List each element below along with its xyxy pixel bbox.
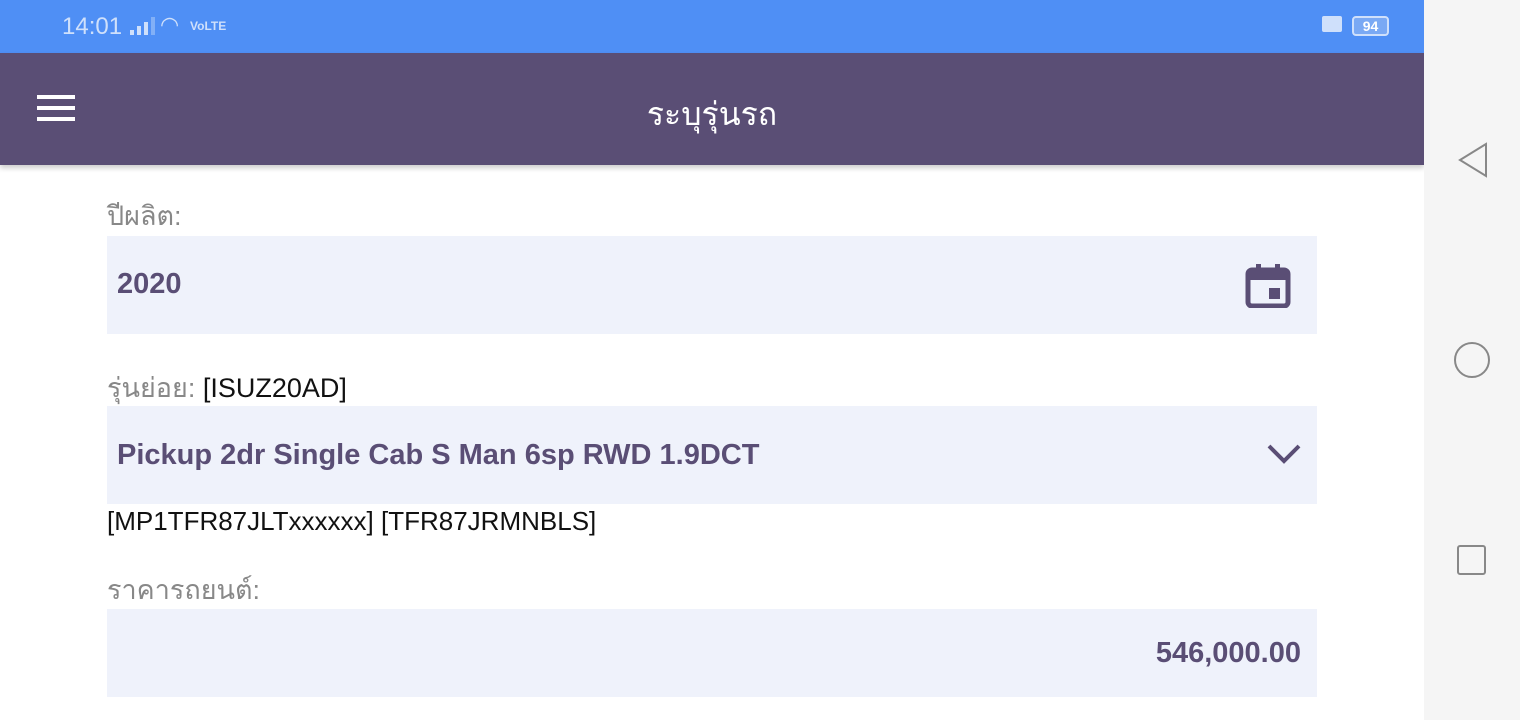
price-label: ราคารถยนต์: — [107, 575, 261, 605]
wifi-icon: ◠ — [160, 12, 180, 37]
price-field[interactable]: 546,000.00 — [107, 609, 1317, 697]
submodel-dropdown[interactable]: Pickup 2dr Single Cab S Man 6sp RWD 1.9D… — [107, 406, 1317, 504]
price-value: 546,000.00 — [1155, 637, 1301, 669]
volte-indicator: VoLTE — [190, 19, 227, 33]
message-icon — [1322, 16, 1342, 32]
chevron-down-icon[interactable] — [1267, 444, 1301, 464]
year-field[interactable]: 2020 — [107, 236, 1317, 334]
clock: 14:01 — [62, 13, 123, 40]
submodel-code: [ISUZ20AD] — [202, 373, 347, 403]
recents-icon[interactable] — [1456, 544, 1488, 576]
submodel-codes: [MP1TFR87JLTxxxxxx] [TFR87JRMNBLS] — [107, 506, 597, 536]
signal-icon — [130, 17, 155, 35]
calendar-icon[interactable] — [1245, 264, 1291, 308]
home-icon[interactable] — [1453, 341, 1491, 379]
navigation-bar — [1424, 0, 1520, 720]
page-title: ระบุรุ่นรถ — [646, 96, 778, 132]
battery-icon: 94 — [1352, 16, 1389, 36]
status-bar: 14:01 ◠ VoLTE 94 — [0, 0, 1424, 53]
submodel-value: Pickup 2dr Single Cab S Man 6sp RWD 1.9D… — [117, 439, 760, 471]
submodel-label-text: รุ่นย่อย: — [107, 373, 196, 403]
menu-icon[interactable] — [37, 95, 75, 128]
app-bar: ระบุรุ่นรถ — [0, 53, 1424, 165]
back-icon[interactable] — [1456, 141, 1490, 179]
year-value: 2020 — [117, 268, 182, 300]
submodel-label: รุ่นย่อย: [ISUZ20AD] — [107, 366, 347, 409]
year-label: ปีผลิต: — [107, 201, 182, 231]
